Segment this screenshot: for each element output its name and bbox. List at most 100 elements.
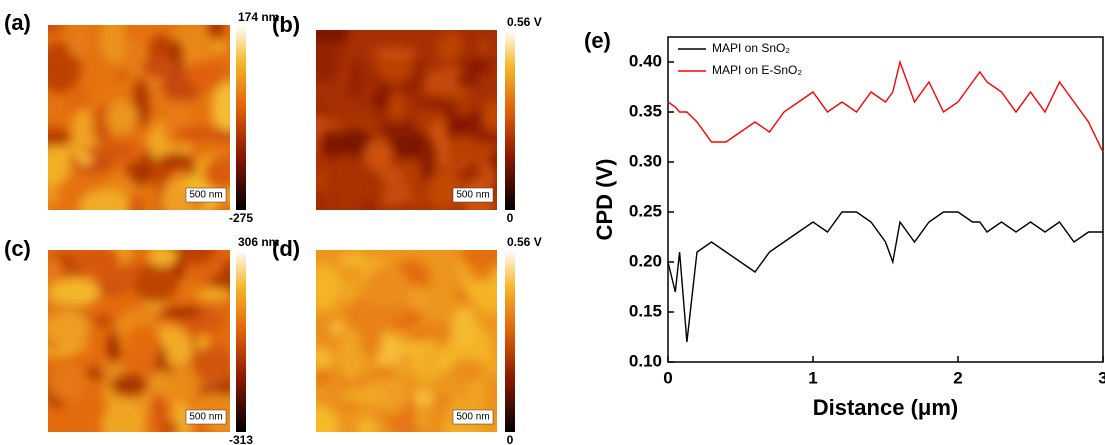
- scale-bar-label: 500 nm: [456, 412, 489, 423]
- grain: [94, 314, 115, 328]
- grain: [174, 250, 216, 265]
- grain: [439, 31, 464, 60]
- panel-label: (a): [4, 10, 31, 35]
- scale-bar-label: 500 nm: [189, 190, 222, 201]
- colorbar-min: 0: [507, 211, 514, 225]
- legend-label: MAPI on E-SnO₂: [712, 63, 802, 77]
- grain: [212, 80, 230, 132]
- grain: [195, 287, 230, 302]
- grain: [482, 99, 497, 133]
- grain: [323, 109, 356, 123]
- grain: [339, 276, 358, 303]
- grain: [453, 100, 475, 116]
- x-tick-label: 2: [953, 368, 962, 387]
- grain: [157, 305, 204, 319]
- colorbar: [505, 250, 515, 432]
- grain: [357, 417, 378, 432]
- grain: [460, 250, 497, 271]
- plot-frame: [667, 36, 1104, 363]
- grain: [318, 129, 347, 160]
- grain: [338, 128, 373, 159]
- grain: [331, 42, 346, 74]
- y-tick-label: 0.30: [629, 151, 662, 170]
- scale-bar-box: [452, 187, 494, 203]
- afm-image: [316, 30, 497, 210]
- y-tick-label: 0.20: [629, 251, 662, 270]
- grain: [372, 46, 418, 60]
- grain: [413, 389, 434, 407]
- grain: [102, 358, 125, 381]
- colorbar-min: 0: [507, 433, 514, 445]
- panel-label: (c): [4, 236, 31, 261]
- grain: [316, 405, 339, 432]
- grain: [434, 250, 460, 272]
- grain: [365, 266, 410, 309]
- grain: [174, 125, 217, 144]
- grain: [336, 154, 363, 207]
- scale-bar-box: [185, 409, 227, 425]
- grain: [66, 86, 90, 114]
- grain: [404, 285, 430, 312]
- texture: [48, 25, 230, 210]
- afm-image: [48, 250, 230, 432]
- colorbar: [236, 25, 246, 210]
- grain: [125, 324, 162, 363]
- grain: [48, 362, 88, 402]
- grain: [157, 152, 194, 169]
- grain: [316, 189, 329, 210]
- grain: [48, 308, 91, 347]
- grain: [329, 321, 345, 334]
- data-line: [667, 211, 1103, 343]
- colorbar-min: -313: [229, 433, 253, 445]
- grain: [420, 68, 462, 94]
- grain: [450, 358, 487, 384]
- grain: [148, 250, 178, 267]
- grain: [316, 271, 339, 313]
- data-line: [667, 59, 1104, 153]
- grain: [74, 250, 120, 272]
- grain: [54, 277, 100, 307]
- grain: [48, 127, 75, 147]
- panel-label: (b): [272, 12, 300, 37]
- grain: [339, 252, 368, 268]
- y-tick-label: 0.15: [629, 301, 662, 320]
- texture: [48, 250, 230, 432]
- grain: [456, 70, 481, 88]
- grain: [203, 155, 230, 191]
- grain: [106, 99, 138, 135]
- grain: [127, 194, 143, 210]
- y-tick-label: 0.40: [629, 51, 662, 70]
- colorbar-max: 0.56 V: [507, 15, 542, 29]
- grain: [361, 201, 376, 210]
- scale-bar-label: 500 nm: [189, 412, 222, 423]
- afm-image: [48, 25, 230, 210]
- grain: [363, 140, 393, 171]
- grain: [159, 422, 180, 432]
- grain: [192, 345, 230, 385]
- grain: [48, 25, 64, 34]
- colorbar: [505, 30, 515, 210]
- texture: [316, 30, 497, 210]
- scale-bar-label: 500 nm: [456, 190, 489, 201]
- grain: [110, 374, 149, 397]
- grain: [452, 305, 478, 349]
- grain: [107, 330, 120, 365]
- y-axis-label: CPD (V): [592, 159, 617, 241]
- grain: [423, 335, 439, 385]
- grain: [377, 121, 417, 138]
- panel-label: (d): [272, 236, 300, 261]
- grain: [206, 25, 225, 40]
- grain: [365, 68, 381, 96]
- grain: [101, 400, 147, 432]
- grain: [48, 145, 71, 187]
- grain: [141, 55, 178, 78]
- scale-bar-box: [185, 187, 227, 203]
- grain: [131, 261, 180, 303]
- grain: [78, 188, 131, 210]
- colorbar-max: 306 nm: [238, 235, 279, 249]
- grain: [48, 185, 60, 206]
- grain: [389, 90, 404, 126]
- grain: [468, 268, 494, 281]
- colorbar-max: 174 nm: [238, 10, 279, 24]
- colorbar-min: -275: [229, 211, 253, 225]
